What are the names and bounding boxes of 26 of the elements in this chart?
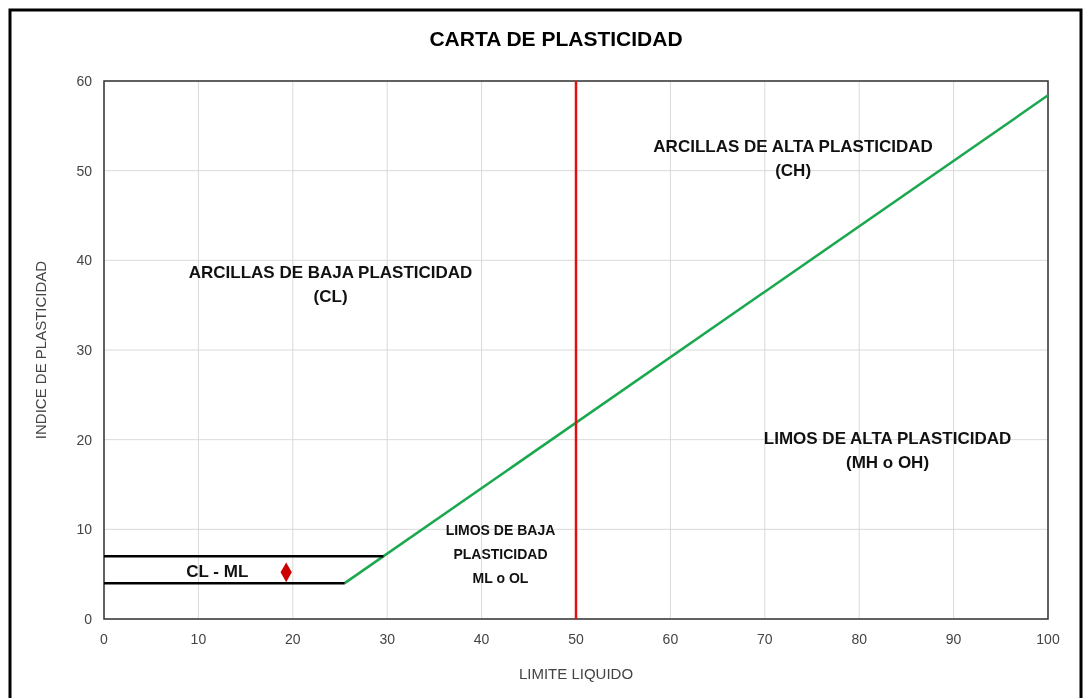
y-tick-label: 20 [76,431,93,448]
y-tick-label: 10 [76,521,93,538]
x-tick-label: 100 [1036,631,1060,647]
x-tick-label: 80 [851,631,868,647]
chart-title: CARTA DE PLASTICIDAD [429,27,683,50]
annotation: LIMOS DE BAJA PLASTICIDAD ML o OL [445,521,556,586]
annotation: ARCILLAS DE BAJA PLASTICIDAD (CL) [188,262,473,306]
x-axis-title: LIMITE LIQUIDO [518,665,634,682]
x-tick-label: 60 [662,631,679,647]
annotation: CL - ML [186,561,249,581]
y-tick-label: 30 [76,342,93,358]
y-tick-label: 60 [76,73,93,89]
y-tick-label: 50 [76,162,93,179]
x-tick-label: 90 [945,631,962,647]
annotation: ARCILLAS DE ALTA PLASTICIDAD (CH) [653,137,933,181]
x-tick-label: 20 [285,631,301,647]
x-tick-label: 10 [190,631,207,647]
x-tick-label: 30 [379,631,396,647]
x-tick-label: 0 [100,631,109,647]
x-tick-label: 70 [757,631,773,647]
y-axis-title: INDICE DE PLASTICIDAD [32,260,49,440]
x-tick-label: 40 [473,631,490,647]
x-tick-label: 50 [568,631,584,647]
annotation: LIMOS DE ALTA PLASTICIDAD (MH o OH) [763,428,1012,472]
y-tick-label: 0 [84,611,93,627]
y-tick-label: 40 [76,252,93,269]
